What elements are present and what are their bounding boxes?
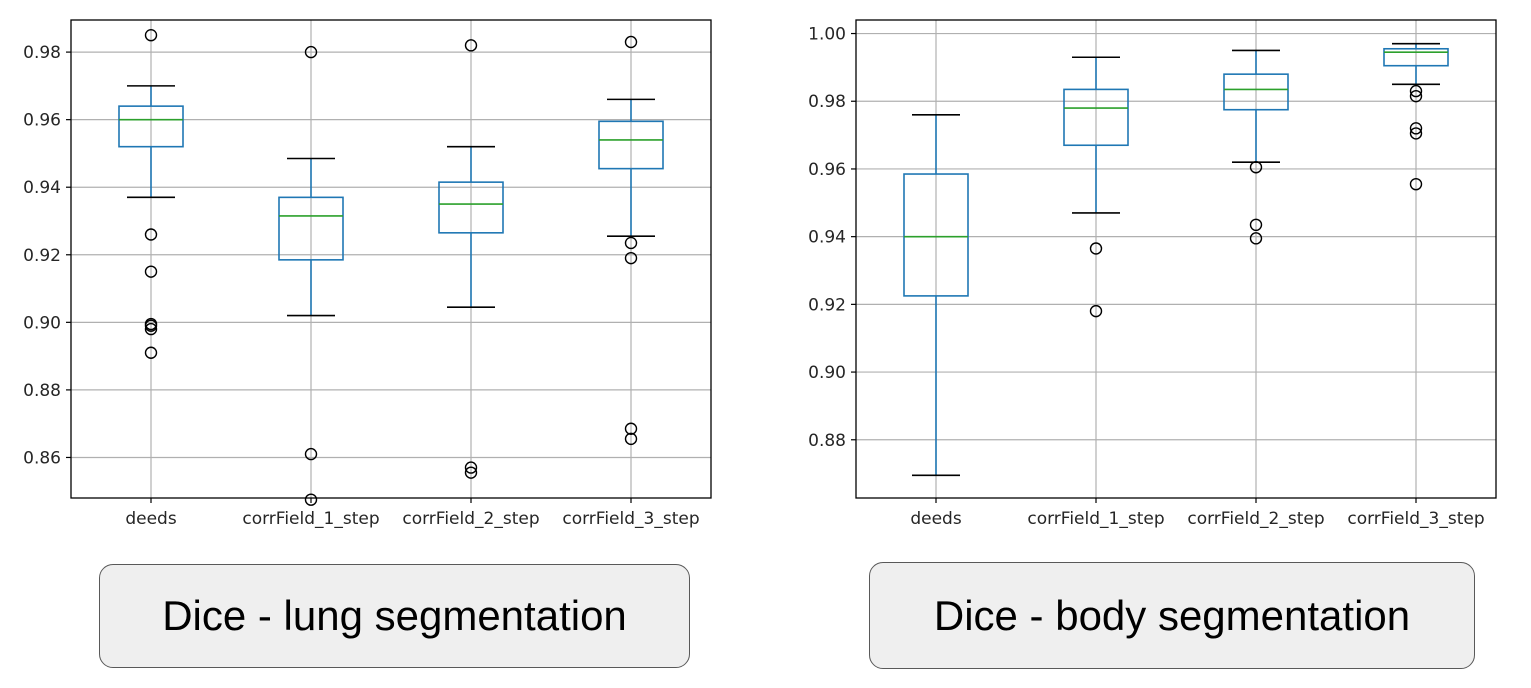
lung-caption-box: Dice - lung segmentation [99, 564, 690, 668]
lung-caption-text: Dice - lung segmentation [162, 592, 627, 639]
x-tick-label: corrField_2_step [402, 509, 539, 529]
y-tick-label: 0.88 [23, 381, 61, 401]
y-tick-label: 0.94 [808, 228, 846, 248]
x-tick-label: corrField_1_step [1027, 509, 1164, 529]
outlier-point [1409, 127, 1423, 140]
axes-frame [70, 19, 712, 499]
outlier-point [144, 346, 158, 359]
body-caption-text: Dice - body segmentation [933, 591, 1411, 639]
y-tick-label: 0.92 [23, 246, 61, 266]
outlier-point [304, 493, 318, 506]
y-tick-label: 0.96 [808, 160, 846, 180]
outlier-point [624, 432, 638, 446]
x-tick-label: corrField_2_step [1187, 509, 1324, 529]
y-tick-label: 0.92 [808, 295, 846, 315]
outlier-point [1409, 122, 1423, 135]
outlier-point [1409, 84, 1423, 98]
box-iqr [118, 105, 184, 148]
box-iqr [278, 196, 344, 261]
y-tick-label: 0.90 [808, 363, 846, 383]
outlier-point [464, 39, 478, 52]
outlier-point [624, 236, 638, 250]
outlier-point [144, 29, 158, 42]
outlier-point [1249, 218, 1263, 232]
outlier-point [144, 228, 158, 241]
outlier-point [624, 251, 638, 265]
outlier-point [624, 422, 638, 435]
x-tick-label: deeds [910, 509, 962, 529]
outlier-point [1409, 177, 1423, 191]
axes-frame [855, 19, 1497, 499]
body-dice-boxplot: 0.88 0.90 0.92 0.94 0.96 0.98 1.00 deeds corrFie… [808, 19, 1497, 529]
y-tick-label: 0.94 [23, 178, 61, 198]
box-iqr [1223, 73, 1289, 111]
x-tick-label: corrField_3_step [562, 509, 699, 529]
outlier-point [144, 322, 158, 336]
outlier-point [1249, 161, 1263, 174]
outlier-point [624, 35, 638, 49]
outlier-point [1249, 232, 1263, 245]
body-caption-box: Dice - body segmentation [869, 562, 1475, 669]
box-iqr [598, 120, 664, 170]
y-tick-label: 0.98 [23, 43, 61, 63]
outlier-point [304, 45, 318, 59]
outlier-point [144, 319, 158, 332]
box-iqr [438, 181, 504, 234]
outlier-point [1409, 89, 1423, 103]
y-tick-label: 0.90 [23, 313, 61, 333]
y-tick-label: 0.86 [23, 448, 61, 468]
outlier-point [304, 447, 318, 461]
outlier-point [144, 265, 158, 278]
y-tick-label: 1.00 [808, 25, 846, 45]
outlier-point [464, 461, 478, 474]
x-tick-label: corrField_3_step [1347, 509, 1484, 529]
y-tick-label: 0.96 [23, 111, 61, 131]
outlier-point [464, 466, 478, 479]
box-iqr [1383, 47, 1449, 67]
x-tick-label: corrField_1_step [242, 509, 379, 529]
x-tick-label: deeds [125, 509, 177, 529]
lung-dice-boxplot: 0.86 0.88 0.90 0.92 0.94 0.96 0.98 deeds corrFie… [23, 19, 712, 529]
outlier-point [1089, 242, 1103, 255]
box-iqr [1063, 88, 1129, 147]
y-tick-label: 0.98 [808, 92, 846, 112]
box-iqr [903, 173, 969, 297]
outlier-point [1089, 304, 1103, 318]
y-tick-label: 0.88 [808, 431, 846, 451]
